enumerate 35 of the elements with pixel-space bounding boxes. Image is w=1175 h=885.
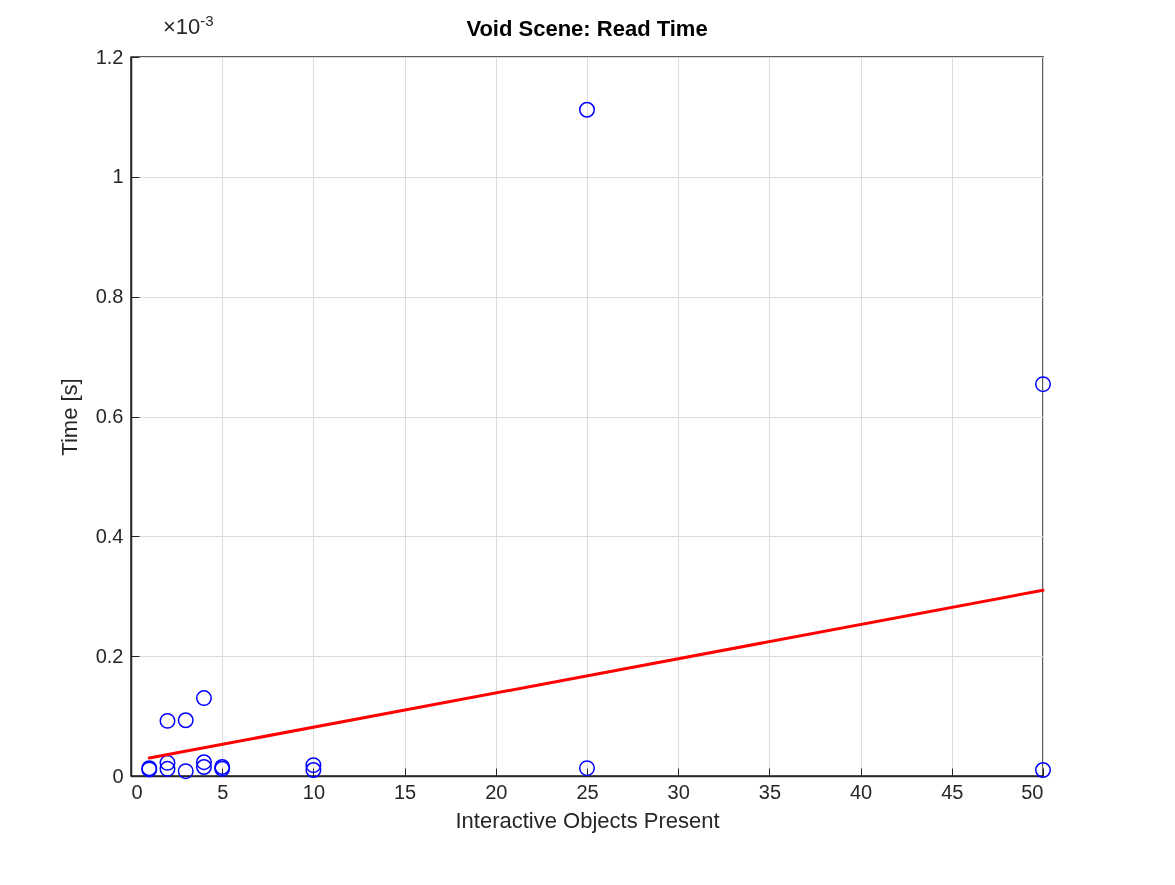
chart-title: Void Scene: Read Time xyxy=(466,16,708,41)
x-tick-label: 40 xyxy=(849,780,873,803)
x-tick-label: 25 xyxy=(576,780,599,803)
x-tick-label: 10 xyxy=(302,780,326,803)
point xyxy=(579,760,595,777)
point xyxy=(195,754,212,771)
x-tick-label: 45 xyxy=(941,780,964,803)
y-tick-label: 0.4 xyxy=(95,524,124,547)
y-tick-label: 0.2 xyxy=(95,644,124,667)
x-tick-label: 50 xyxy=(1021,780,1044,803)
y-axis-title: Time [s] xyxy=(56,378,82,456)
point xyxy=(177,763,194,780)
x-axis-title: Interactive Objects Present xyxy=(455,807,720,833)
y-tick-label: 1.2 xyxy=(95,45,124,68)
text: ×10$^{-3}$ xyxy=(163,12,214,41)
point xyxy=(305,757,322,774)
point xyxy=(177,712,194,729)
y-tick-label: 0.8 xyxy=(95,285,124,308)
x-tick-label: 5 xyxy=(217,780,229,803)
point xyxy=(159,760,176,777)
point xyxy=(159,754,176,771)
point xyxy=(195,759,212,775)
x-tick-label: 35 xyxy=(758,780,782,803)
y-tick-label: 1 xyxy=(112,165,124,188)
point xyxy=(305,762,322,778)
point xyxy=(195,690,212,707)
y-tick-label: 0.6 xyxy=(95,405,124,427)
point xyxy=(579,101,595,118)
x-tick-label: 15 xyxy=(393,780,417,803)
point xyxy=(1035,376,1051,393)
x-tick-label: 0 xyxy=(131,780,143,803)
y-tick-label: 0 xyxy=(112,764,124,787)
x-tick-label: 30 xyxy=(667,780,690,803)
x-tick-label: 20 xyxy=(485,780,508,803)
point xyxy=(159,712,176,729)
